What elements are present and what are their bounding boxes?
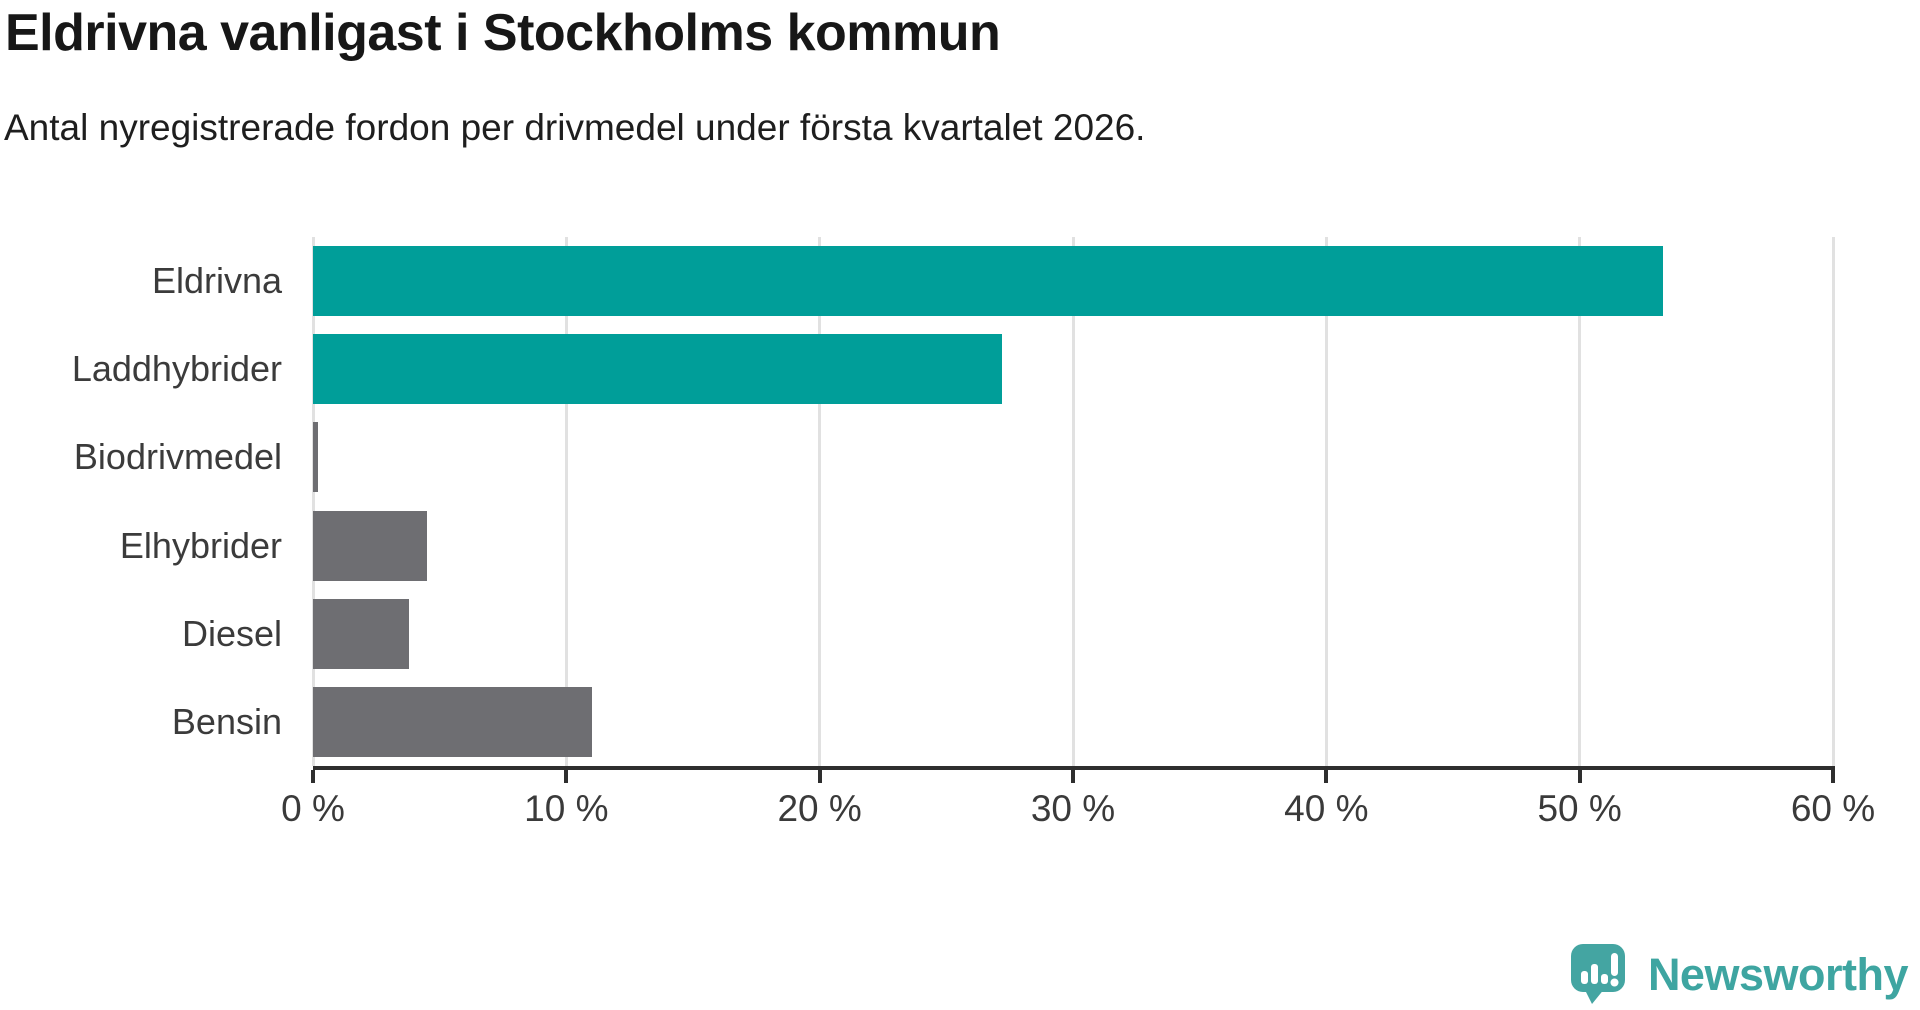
gridline — [1831, 237, 1835, 766]
bar-diesel — [313, 598, 410, 669]
newsworthy-logo: Newsworthy — [1570, 944, 1909, 1006]
tick-label: 10 % — [524, 788, 609, 829]
bar-bensin — [313, 686, 592, 757]
tick-mark — [1577, 770, 1582, 783]
gridline — [1578, 237, 1582, 766]
x-axis: 0 % 10 % 20 % 30 % 40 % 50 % 60 % — [281, 766, 1875, 830]
newsworthy-logo-text: Newsworthy — [1647, 949, 1909, 1000]
tick-mark — [1831, 770, 1835, 783]
bar-laddhybrider — [313, 334, 1003, 405]
newsworthy-bubble-chart-icon — [1570, 944, 1625, 1004]
category-label: Laddhybrider — [71, 348, 282, 390]
tick-label: 0 % — [281, 788, 345, 829]
category-label: Eldrivna — [151, 260, 282, 302]
bar-eldrivna — [313, 246, 1664, 317]
gridline — [1071, 237, 1075, 766]
tick-label: 60 % — [1790, 788, 1876, 829]
gridline — [1324, 237, 1328, 766]
tick-mark — [817, 770, 822, 783]
tick-mark — [1071, 770, 1075, 783]
gridline — [818, 237, 822, 766]
chart-subtitle: Antal nyregistrerade fordon per drivmede… — [4, 107, 1146, 148]
category-label: Bensin — [171, 700, 282, 742]
category-label: Diesel — [181, 612, 282, 654]
bar-elhybrider — [313, 510, 427, 581]
category-label: Elhybrider — [119, 524, 282, 566]
bar-biodrivmedel — [313, 422, 319, 493]
category-label: Biodrivmedel — [73, 436, 282, 478]
tick-mark — [311, 770, 315, 783]
label-column: Eldrivna Laddhybrider Biodrivmedel Elhybrid… — [0, 237, 282, 766]
gridline — [311, 237, 315, 766]
tick-label: 40 % — [1284, 788, 1369, 829]
tick-mark — [1324, 770, 1329, 783]
x-axis-line — [313, 766, 1835, 770]
tick-label: 50 % — [1537, 788, 1622, 829]
tick-label: 30 % — [1030, 788, 1116, 829]
chart-title: Eldrivna vanligast i Stockholms kommun — [5, 4, 1001, 62]
plot-area — [311, 237, 1835, 766]
tick-label: 20 % — [777, 788, 862, 829]
gridline — [564, 237, 568, 766]
tick-mark — [564, 770, 569, 783]
